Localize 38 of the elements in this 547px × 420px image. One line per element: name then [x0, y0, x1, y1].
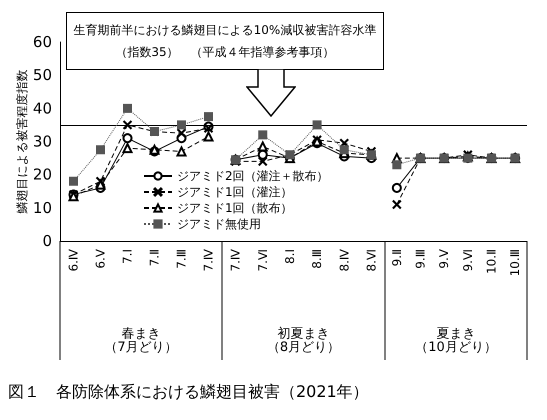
x-tick-label: 8.Ⅰ [282, 249, 297, 264]
x-tick-label: 9.Ⅱ [390, 249, 404, 266]
y-tick-label: 30 [32, 132, 52, 150]
y-tick-label: 60 [32, 33, 52, 51]
x-axis-title: 初夏まき [278, 326, 330, 342]
x-tick-label: 7.Ⅳ [228, 249, 243, 272]
x-tick-label: 7.Ⅰ [120, 249, 134, 264]
text: （7月どり） [103, 340, 179, 356]
legend-label: ジアミド2回（灌注＋散布） [177, 169, 329, 183]
x-axis-title: 夏まき [436, 326, 476, 342]
y-tick-label: 0 [42, 232, 52, 250]
text: （8月どり） [266, 340, 342, 356]
y-tick-label: 10 [32, 198, 52, 217]
y-tick-label: 50 [32, 66, 52, 84]
x-tick-label: 8.Ⅲ [310, 249, 324, 269]
x-tick-label: 7.Ⅳ [202, 249, 216, 272]
x-tick-label: 10.Ⅲ [508, 249, 522, 276]
y-tick-label: 40 [32, 99, 52, 118]
legend-label: ジアミド1回（散布） [177, 201, 293, 215]
y-axis-title: 鱗翅目による被害程度指数 [15, 70, 29, 214]
x-tick-label: 8.Ⅵ [364, 249, 378, 272]
x-tick-label: 8.Ⅳ [337, 249, 352, 272]
x-tick-label: 10.Ⅱ [484, 249, 498, 274]
ref-line-label: 生育期前半における鱗翅目による10%減収被害許容水準（指数35） （平成４年指導参考事項） [66, 12, 384, 70]
x-tick-label: 6.Ⅳ [66, 249, 80, 272]
x-tick-label: 9.Ⅵ [460, 249, 475, 272]
text: 図１ 各防除体系における鱗翅目被害（2021年） [8, 382, 369, 403]
x-tick-label: 7.Ⅱ [148, 249, 162, 266]
x-tick-label: 9.Ⅲ [414, 249, 428, 269]
x-tick-label: 7.Ⅲ [174, 249, 188, 269]
x-tick-label: 7.Ⅵ [256, 249, 270, 272]
x-tick-label: 9.Ⅴ [437, 248, 452, 269]
legend-label: ジアミド無使用 [177, 217, 261, 231]
x-tick-label: 6.Ⅴ [94, 248, 108, 269]
legend-label: ジアミド1回（灌注） [177, 185, 293, 199]
x-axis-title: 春まき [122, 326, 160, 342]
y-tick-label: 20 [32, 166, 52, 184]
text: （10月どり） [414, 340, 498, 356]
